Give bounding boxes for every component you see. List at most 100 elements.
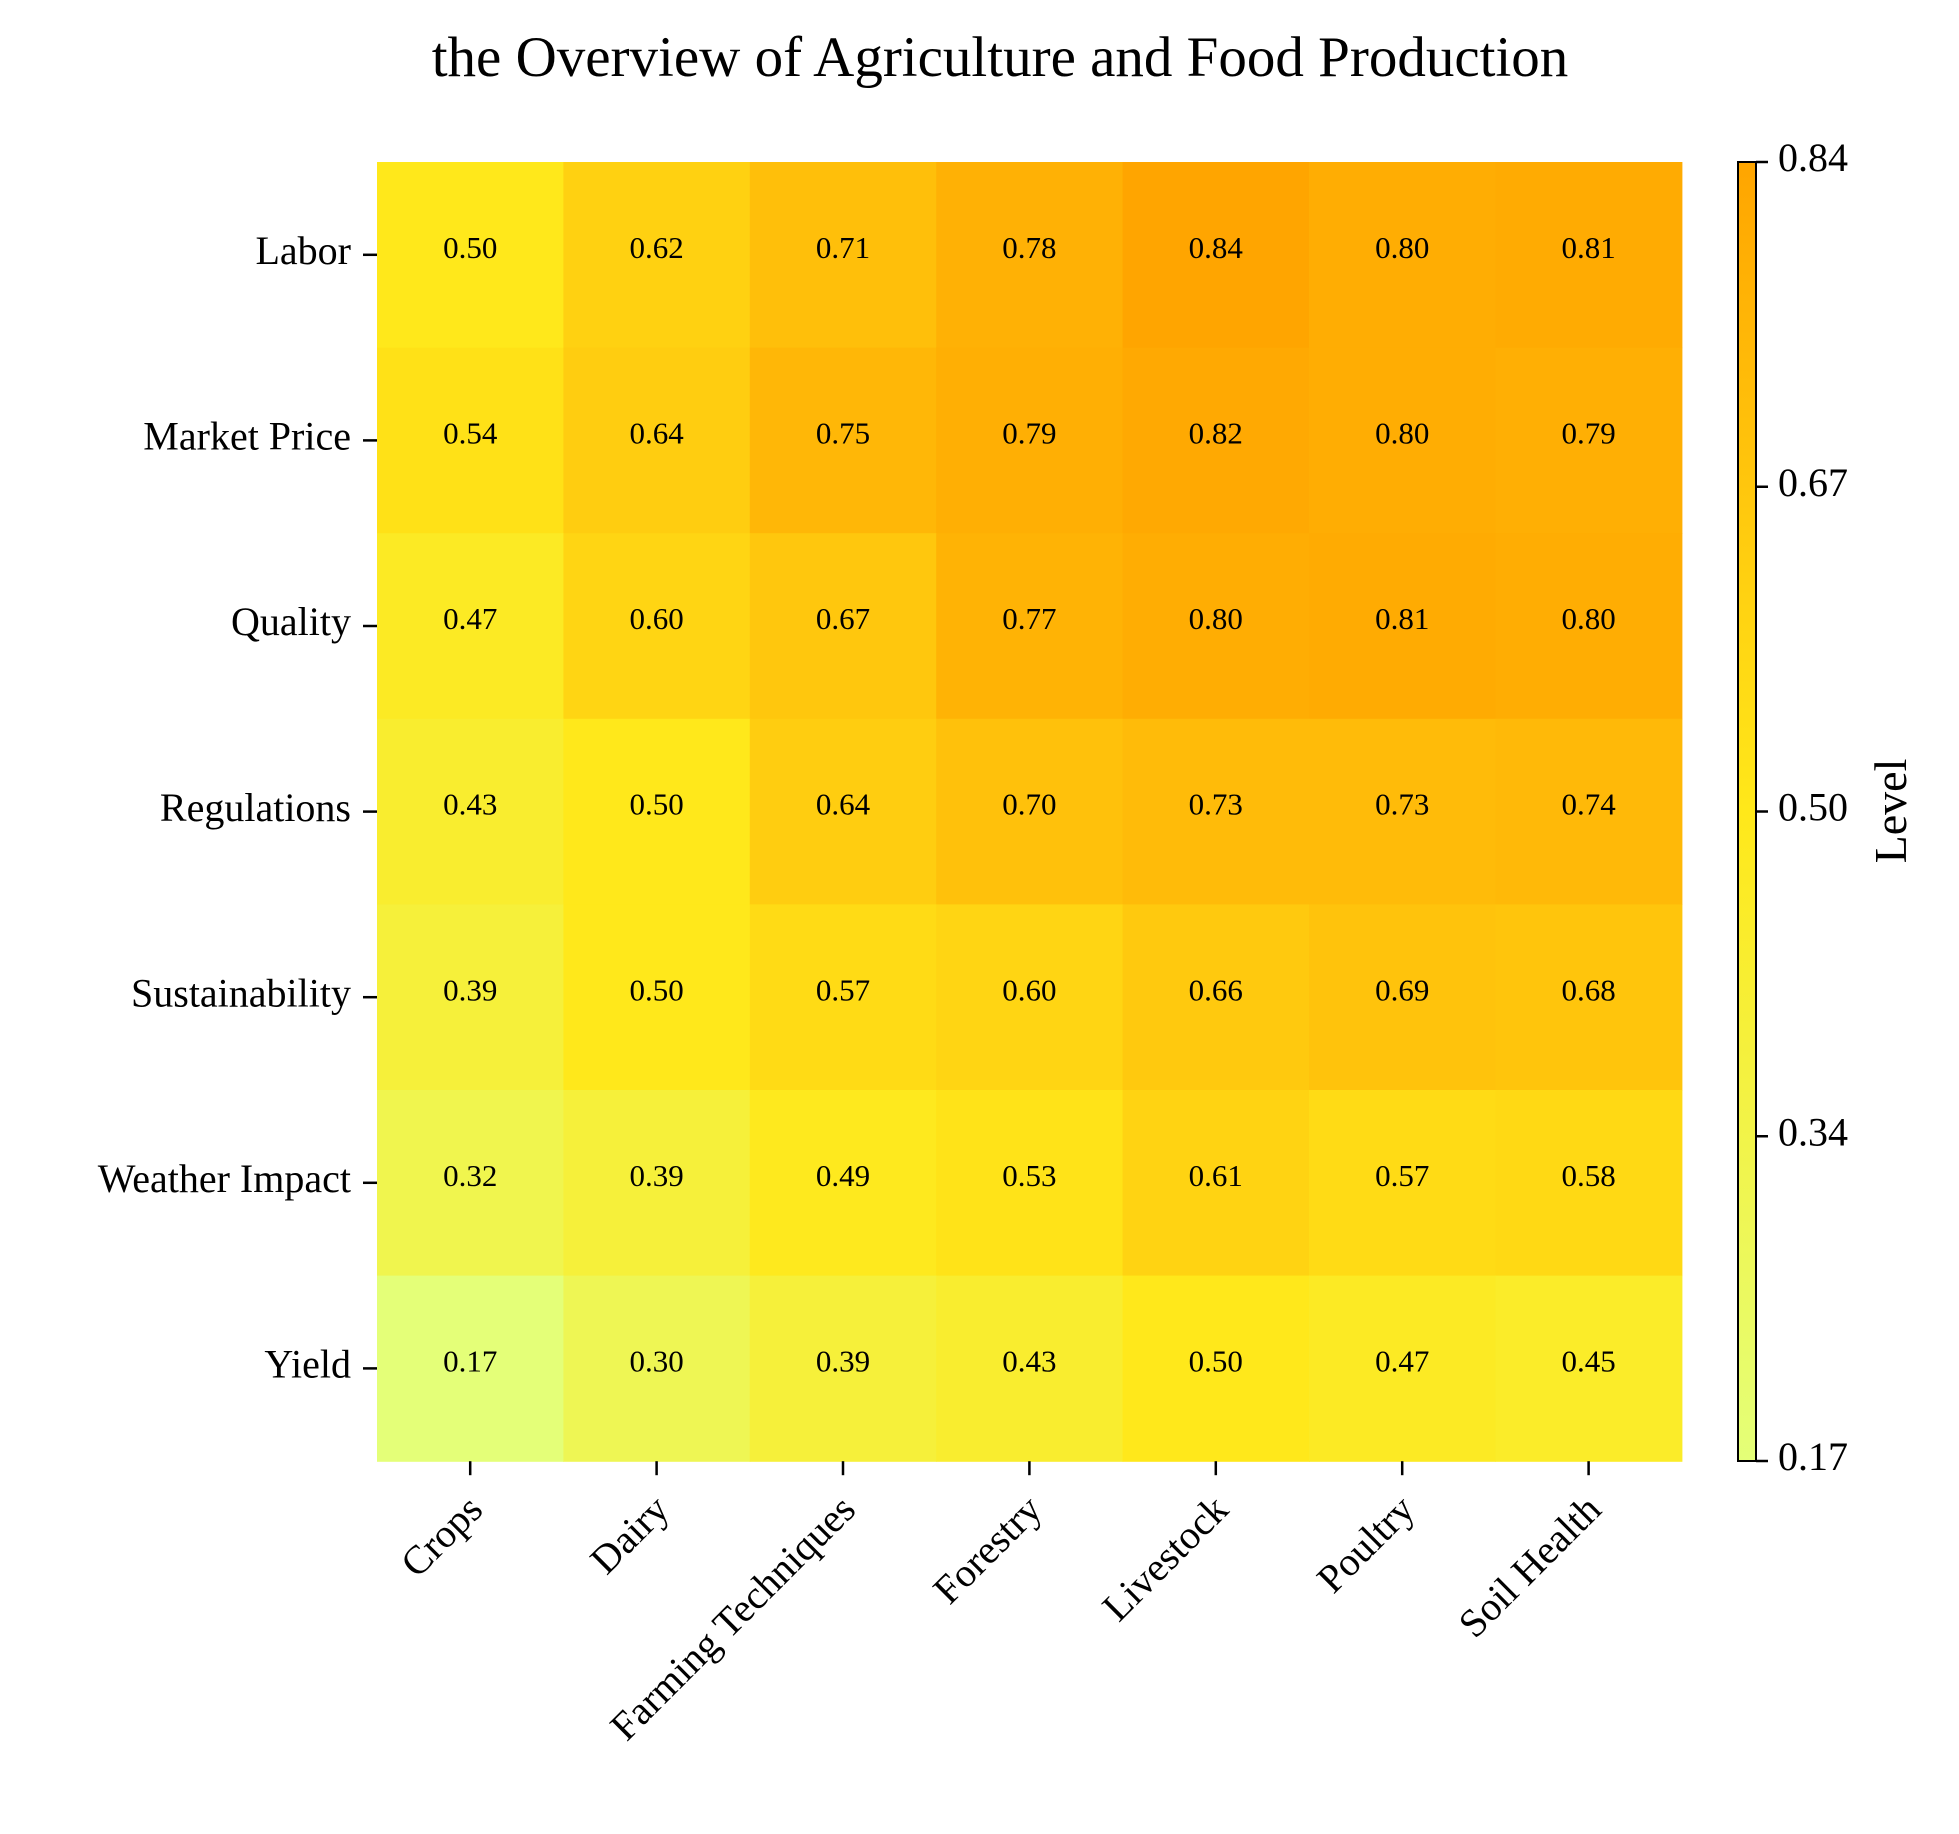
heatmap-cell [563,1090,751,1277]
heatmap-cell [1309,347,1496,534]
y-tick-label: Regulations [160,785,351,830]
cell-value-label: 0.39 [629,1158,683,1193]
y-tick-label: Market Price [143,414,351,459]
heatmap-cell [1309,162,1496,349]
colorbar: 0.17 0.34 0.50 0.67 0.84 Level [1737,135,1916,1479]
cell-value-label: 0.43 [1002,1344,1056,1379]
cell-value-label: 0.70 [1002,787,1056,822]
y-tick-label: Yield [264,1342,351,1387]
cell-value-label: 0.64 [816,787,871,822]
x-tick-label: Forestry [924,1486,1050,1612]
heatmap-cell [563,904,751,1091]
cell-value-label: 0.45 [1561,1344,1615,1379]
heatmap-cell [1122,1275,1310,1462]
heatmap-cell [1122,718,1310,905]
cell-value-label: 0.79 [1561,416,1615,451]
heatmap-cell [749,1275,937,1462]
cell-value-label: 0.58 [1561,1158,1615,1193]
cell-value-label: 0.60 [1002,972,1056,1007]
y-axis: Labor Market Price Quality Regulations Susta… [98,228,377,1387]
colorbar-tick-label: 0.34 [1778,1109,1848,1154]
colorbar-tick-label: 0.67 [1778,460,1848,505]
heatmap-cell [563,347,751,534]
cell-value-label: 0.66 [1189,972,1243,1007]
cell-value-label: 0.43 [443,787,497,822]
heatmap-cell [377,1275,564,1462]
heatmap-cell [936,162,1124,349]
cell-value-label: 0.17 [443,1344,497,1379]
heatmap-cell [563,1275,751,1462]
heatmap-cell [1495,1275,1683,1462]
cell-value-label: 0.64 [629,416,684,451]
heatmap-cell [1122,1090,1310,1277]
cell-value-label: 0.80 [1189,601,1243,636]
heatmap-cell [749,718,937,905]
y-tick-label: Labor [255,228,351,273]
cell-value-label: 0.39 [816,1344,870,1379]
heatmap-cell [1122,347,1310,534]
cell-value-label: 0.80 [1375,230,1429,265]
x-tick-label: Poultry [1308,1486,1423,1601]
cell-value-label: 0.39 [443,972,497,1007]
cell-value-label: 0.69 [1375,972,1429,1007]
y-tick-label: Sustainability [131,970,351,1015]
cell-value-label: 0.81 [1375,601,1429,636]
cell-value-label: 0.82 [1189,416,1243,451]
cell-value-label: 0.78 [1002,230,1056,265]
cell-value-label: 0.73 [1189,787,1243,822]
cell-value-label: 0.60 [629,601,683,636]
heatmap-cell [563,533,751,720]
heatmap-cell [563,718,751,905]
cell-value-label: 0.57 [1375,1158,1429,1193]
cell-value-labels: 0.50 0.62 0.71 0.78 0.84 0.80 0.81 0.54 0.64 0.75… [443,230,1616,1379]
y-tick-label: Quality [231,599,351,644]
cell-value-label: 0.79 [1002,416,1056,451]
colorbar-gradient [1737,161,1757,1462]
heatmap-cell [749,347,937,534]
heatmap-cell [936,1275,1124,1462]
heatmap-cell [936,533,1124,720]
heatmap-cell [1495,533,1683,720]
cell-value-label: 0.53 [1002,1158,1056,1193]
x-tick-label: Soil Health [1450,1486,1610,1646]
heatmap-cell [749,162,937,349]
heatmap-cell [749,533,937,720]
cell-value-label: 0.74 [1561,787,1616,822]
heatmap-cells [377,162,1683,1462]
y-tick-label: Weather Impact [98,1156,351,1201]
chart-title: the Overview of Agriculture and Food Pro… [432,26,1569,89]
cell-value-label: 0.71 [816,230,870,265]
heatmap-cell [1309,1090,1496,1277]
cell-value-label: 0.47 [1375,1344,1429,1379]
heatmap-cell [1495,904,1683,1091]
x-tick-label: Livestock [1093,1486,1236,1629]
heatmap-cell [936,904,1124,1091]
cell-value-label: 0.50 [443,230,497,265]
x-tick-label: Crops [392,1486,491,1585]
colorbar-ticks: 0.17 0.34 0.50 0.67 0.84 [1756,135,1848,1479]
colorbar-tick-label: 0.84 [1778,135,1848,180]
heatmap-cell [1122,533,1310,720]
heatmap-cell [377,533,564,720]
heatmap-cell [1495,718,1683,905]
heatmap-cell [1495,347,1683,534]
cell-value-label: 0.67 [816,601,870,636]
cell-value-label: 0.73 [1375,787,1429,822]
cell-value-label: 0.50 [1189,1344,1243,1379]
cell-value-label: 0.57 [816,972,870,1007]
heatmap-cell [1122,162,1310,349]
heatmap-cell [1309,533,1496,720]
heatmap-cell [749,1090,937,1277]
cell-value-label: 0.61 [1189,1158,1243,1193]
heatmap-cell [377,162,564,349]
heatmap-cell [936,1090,1124,1277]
cell-value-label: 0.80 [1375,416,1429,451]
heatmap-cell [936,347,1124,534]
heatmap-cell [377,347,564,534]
cell-value-label: 0.47 [443,601,497,636]
heatmap-cell [1309,1275,1496,1462]
cell-value-label: 0.54 [443,416,498,451]
cell-value-label: 0.75 [816,416,870,451]
